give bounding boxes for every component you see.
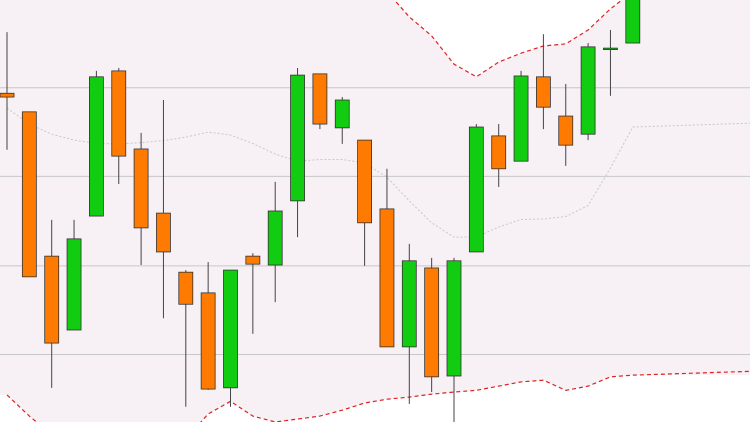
candle-body-down [21,111,37,278]
candle [491,124,507,187]
candle [312,73,328,130]
candle [245,253,261,334]
candle-body-up [625,0,641,44]
candle-body-down [133,148,149,229]
candle [424,257,440,393]
candle-body-up [580,46,596,135]
candle [536,34,551,130]
candle-body-up [334,99,350,129]
candle-body-down [156,212,171,253]
candle-body-down [200,292,216,390]
candle-body-down [178,271,194,305]
candle [468,124,484,253]
candle-body-down [379,208,395,348]
candle [21,111,37,278]
candle [267,181,283,303]
candle [290,67,305,238]
candle [513,70,529,162]
candle [357,139,373,266]
candle [401,243,417,404]
lower-band-line [6,370,750,422]
candle-body-down [0,92,15,98]
candle [379,168,395,348]
candle [178,270,194,407]
candle [111,67,127,184]
candle-body-down [424,267,440,378]
candle [625,0,641,44]
upper-band-line [393,0,623,78]
candle [558,83,574,166]
candle-body-up [401,260,417,348]
candle-body-up [468,126,484,253]
candle-body-down [491,135,507,170]
candle-body-down [536,76,551,108]
candle [44,219,60,388]
candle-body-up [267,210,283,266]
candle [223,269,238,407]
candle-body-up [66,238,82,331]
candle-body-up [513,75,529,162]
candle [89,70,104,217]
candle-body-up [603,47,618,51]
candle-body-up [89,76,104,217]
candle-body-down [312,73,328,125]
candle [603,29,618,96]
candle-body-down [558,115,574,146]
candle-body-down [245,255,261,265]
candle [66,219,82,331]
candle [580,43,596,141]
candle-body-down [44,255,60,344]
candle-body-down [357,139,373,224]
candle-body-up [290,74,305,202]
candle-body-down [111,70,127,157]
candle [446,257,462,422]
candle [156,100,171,319]
candle [0,32,15,150]
candle-body-up [223,269,238,389]
candle [200,262,216,390]
candle [334,97,350,144]
candle [133,132,149,266]
candles [0,0,641,422]
candle-body-up [446,260,462,377]
